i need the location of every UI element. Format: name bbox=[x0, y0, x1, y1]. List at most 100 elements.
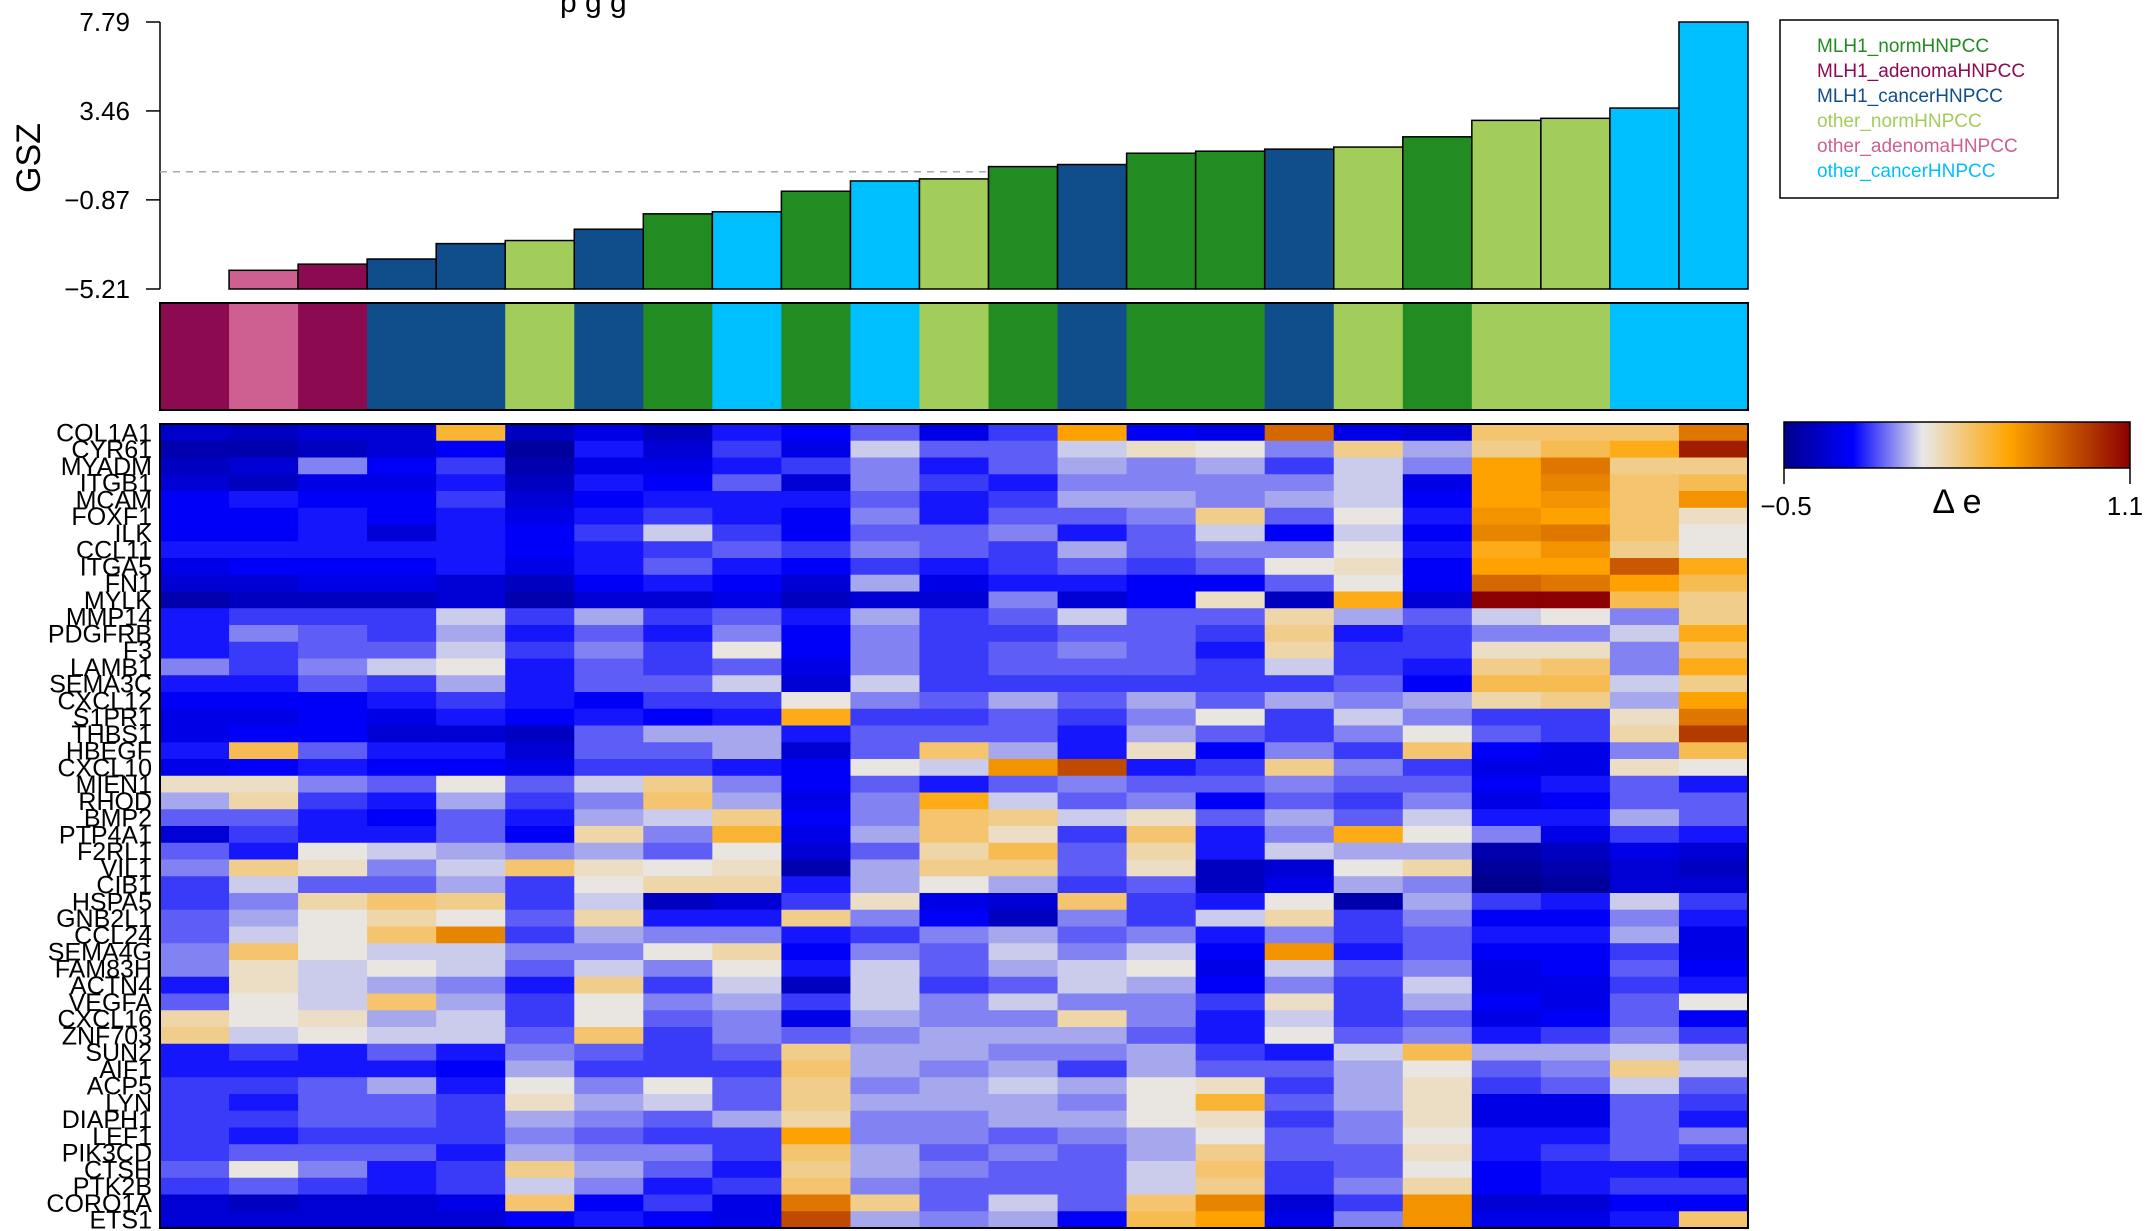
heatmap-cell bbox=[436, 909, 506, 928]
heatmap-cell bbox=[1333, 976, 1404, 995]
heatmap-cell bbox=[1609, 1060, 1680, 1078]
heatmap-cell bbox=[1264, 440, 1335, 459]
heatmap-cell bbox=[1333, 1027, 1404, 1045]
heatmap-cell bbox=[436, 943, 506, 961]
heatmap-cell bbox=[781, 1161, 852, 1179]
heatmap-cell bbox=[1540, 440, 1611, 459]
heatmap-cell bbox=[1126, 1077, 1197, 1095]
heatmap-cell bbox=[988, 507, 1059, 526]
heatmap-cell bbox=[574, 1194, 644, 1212]
heatmap-cell bbox=[1540, 524, 1611, 542]
heatmap-cell bbox=[1678, 541, 1749, 559]
heatmap-cell bbox=[367, 725, 437, 743]
heatmap-cell bbox=[1540, 1027, 1611, 1045]
heatmap-cell bbox=[1057, 876, 1128, 894]
heatmap-cell bbox=[160, 1161, 230, 1179]
heatmap-cell bbox=[1540, 491, 1611, 509]
heatmap-cell bbox=[436, 775, 506, 794]
heatmap-cell bbox=[850, 976, 921, 995]
heatmap-cell bbox=[1471, 591, 1542, 609]
heatmap-cell bbox=[574, 1010, 644, 1028]
group-strip-cell bbox=[436, 303, 506, 410]
heatmap-cell bbox=[1264, 1094, 1335, 1112]
heatmap-cell bbox=[1195, 976, 1266, 995]
heatmap-cell bbox=[1057, 926, 1128, 944]
heatmap-cell bbox=[367, 809, 437, 827]
heatmap-cell bbox=[781, 792, 852, 810]
heatmap-cell bbox=[1057, 909, 1128, 928]
gsz-bar bbox=[366, 258, 437, 290]
heatmap-cell bbox=[1540, 725, 1611, 743]
heatmap-cell bbox=[850, 809, 921, 827]
legend-entry: MLH1_cancerHNPCC bbox=[1817, 86, 2003, 107]
heatmap-cell bbox=[160, 960, 230, 978]
heatmap-cell bbox=[643, 457, 713, 475]
heatmap-cell bbox=[436, 1077, 506, 1095]
gene-label: S1PR1 bbox=[73, 704, 152, 732]
heatmap-cell bbox=[1195, 457, 1266, 475]
heatmap-cell bbox=[988, 1060, 1059, 1078]
heatmap-cell bbox=[1402, 675, 1473, 693]
heatmap-cell bbox=[1471, 574, 1542, 593]
heatmap-cell bbox=[229, 424, 299, 442]
heatmap-cell bbox=[1057, 826, 1128, 844]
heatmap-cell bbox=[643, 759, 713, 777]
heatmap-cell bbox=[1402, 591, 1473, 609]
heatmap-cell bbox=[1402, 1027, 1473, 1045]
heatmap-cell bbox=[1264, 960, 1335, 978]
gene-label: THBS1 bbox=[71, 721, 152, 749]
heatmap-cell bbox=[436, 742, 506, 760]
heatmap-cell bbox=[919, 675, 990, 693]
gsz-y-tick-label: −0.87 bbox=[64, 185, 130, 215]
heatmap-cell bbox=[850, 826, 921, 844]
heatmap-cell bbox=[574, 1094, 644, 1112]
heatmap-cell bbox=[298, 1194, 368, 1212]
heatmap-cell bbox=[1678, 1027, 1749, 1045]
heatmap-cell bbox=[1678, 424, 1749, 442]
heatmap-cell bbox=[781, 725, 852, 743]
heatmap-cell bbox=[919, 993, 990, 1011]
heatmap-cell bbox=[1678, 625, 1749, 643]
heatmap-cell bbox=[436, 926, 506, 944]
heatmap-cell bbox=[1402, 909, 1473, 928]
heatmap-cell bbox=[919, 1027, 990, 1045]
heatmap-cell bbox=[1678, 909, 1749, 928]
heatmap-cell bbox=[1609, 1144, 1680, 1162]
heatmap-cell bbox=[781, 826, 852, 844]
gene-label: MYADM bbox=[61, 453, 152, 481]
heatmap-cell bbox=[505, 926, 575, 944]
heatmap-cell bbox=[850, 1211, 921, 1229]
legend-box bbox=[1779, 19, 2059, 199]
heatmap-cell bbox=[1678, 1060, 1749, 1078]
heatmap-cell bbox=[574, 1177, 644, 1196]
heatmap-cell bbox=[1402, 641, 1473, 660]
heatmap-cell bbox=[919, 658, 990, 676]
heatmap-cell bbox=[298, 507, 368, 526]
heatmap-cell bbox=[1195, 893, 1266, 911]
gene-label: BMP2 bbox=[84, 805, 152, 833]
heatmap-cell bbox=[1540, 1127, 1611, 1145]
gsz-bar bbox=[711, 211, 783, 290]
heatmap-cell bbox=[298, 457, 368, 475]
heatmap-cell bbox=[436, 491, 506, 509]
heatmap-cell bbox=[1264, 541, 1335, 559]
heatmap-cell bbox=[1057, 625, 1128, 643]
heatmap-cell bbox=[1264, 993, 1335, 1011]
group-strip-cell bbox=[1540, 303, 1611, 410]
heatmap-cell bbox=[1609, 692, 1680, 710]
heatmap-cell bbox=[574, 692, 644, 710]
heatmap-cell bbox=[919, 641, 990, 660]
heatmap-cell bbox=[367, 993, 437, 1011]
heatmap-cell bbox=[643, 641, 713, 660]
heatmap-cell bbox=[781, 842, 852, 861]
heatmap-cell bbox=[1057, 424, 1128, 442]
heatmap-cell bbox=[1471, 1194, 1542, 1212]
heatmap-frame bbox=[159, 423, 1749, 1229]
heatmap-cell bbox=[1402, 842, 1473, 861]
heatmap-cell bbox=[1057, 1010, 1128, 1028]
gene-label: FN1 bbox=[105, 570, 152, 598]
heatmap-cell bbox=[1264, 809, 1335, 827]
heatmap-cell bbox=[781, 926, 852, 944]
heatmap-cell bbox=[1540, 1060, 1611, 1078]
heatmap-cell bbox=[781, 1177, 852, 1196]
